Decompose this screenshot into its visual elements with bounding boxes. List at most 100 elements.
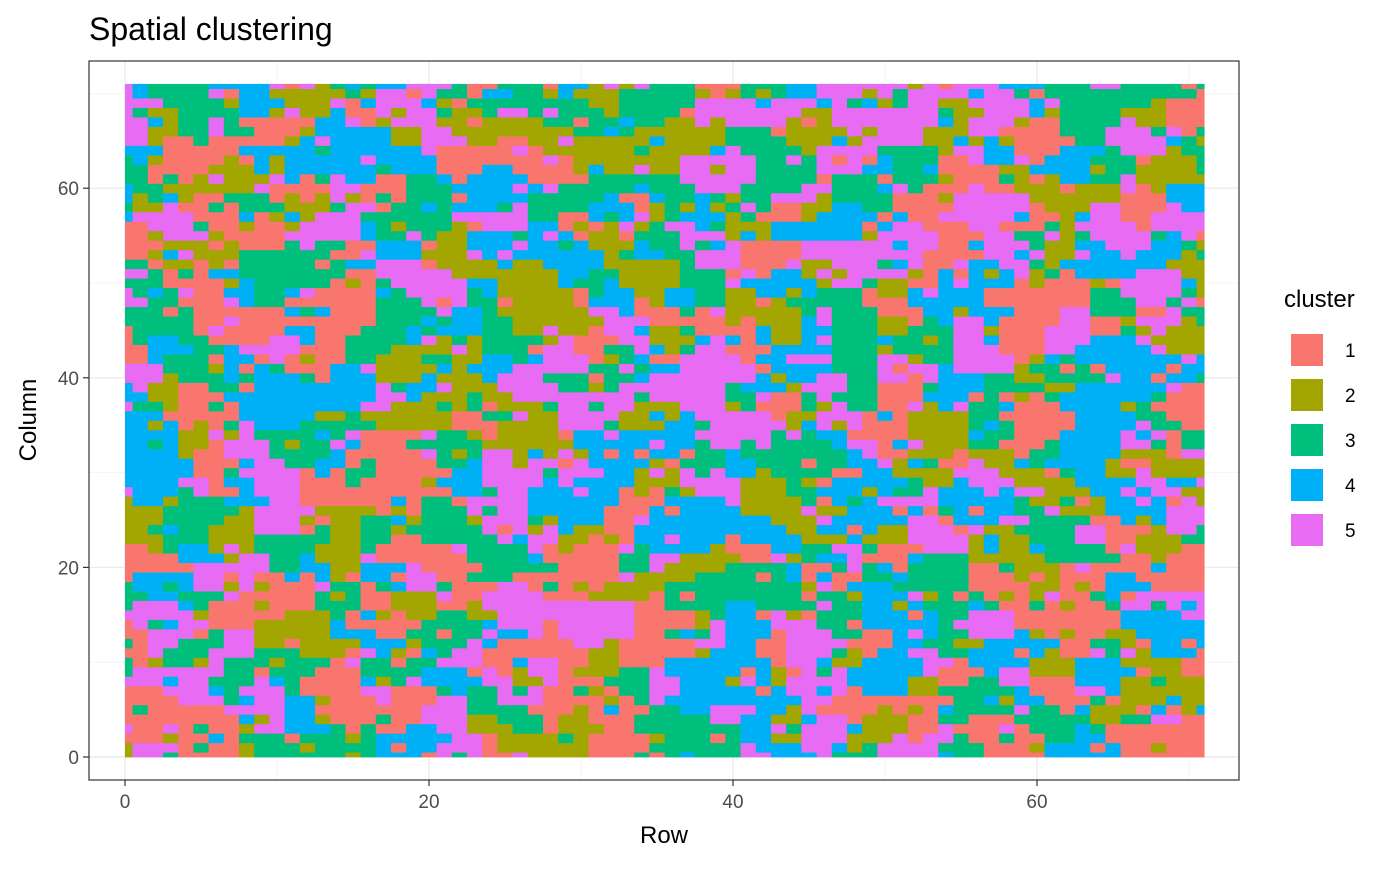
heatmap-tile (969, 155, 985, 165)
heatmap-tile (376, 146, 392, 156)
heatmap-tile (817, 582, 833, 592)
heatmap-tile (178, 705, 194, 715)
heatmap-tile (391, 601, 407, 611)
heatmap-tile (558, 84, 574, 89)
heatmap-tile (148, 212, 164, 222)
heatmap-tile (558, 629, 574, 639)
heatmap-tile (437, 364, 453, 374)
heatmap-tile (1075, 402, 1091, 412)
heatmap-tile (1014, 676, 1030, 686)
heatmap-tile (558, 136, 574, 146)
heatmap-tile (193, 84, 209, 89)
heatmap-tile (482, 705, 498, 715)
heatmap-tile (254, 402, 270, 412)
heatmap-tile (482, 335, 498, 345)
heatmap-tile (862, 84, 878, 89)
heatmap-tile (345, 231, 361, 241)
heatmap-tile (877, 544, 893, 554)
heatmap-tile (239, 402, 255, 412)
heatmap-tile (741, 468, 757, 478)
heatmap-tile (1060, 354, 1076, 364)
heatmap-tile (528, 89, 544, 99)
heatmap-tile (391, 108, 407, 118)
heatmap-tile (573, 534, 589, 544)
heatmap-tile (558, 676, 574, 686)
heatmap-tile (528, 288, 544, 298)
heatmap-tile (543, 676, 559, 686)
heatmap-tile (315, 193, 331, 203)
heatmap-tile (923, 316, 939, 326)
heatmap-tile (125, 354, 133, 364)
heatmap-tile (893, 420, 909, 430)
heatmap-tile (573, 582, 589, 592)
heatmap-tile (193, 174, 209, 184)
heatmap-tile (193, 335, 209, 345)
heatmap-tile (163, 127, 179, 137)
heatmap-tile (345, 676, 361, 686)
heatmap-tile (1166, 686, 1182, 696)
heatmap-tile (893, 364, 909, 374)
heatmap-tile (801, 108, 817, 118)
heatmap-tile (786, 98, 802, 108)
heatmap-tile (269, 174, 285, 184)
heatmap-tile (452, 506, 468, 516)
heatmap-tile (665, 212, 681, 222)
heatmap-tile (391, 202, 407, 212)
heatmap-tile (953, 657, 969, 667)
heatmap-tile (771, 743, 787, 753)
heatmap-tile (528, 705, 544, 715)
heatmap-tile (330, 326, 346, 336)
heatmap-tile (361, 221, 377, 231)
heatmap-tile (589, 610, 605, 620)
heatmap-tile (254, 458, 270, 468)
heatmap-tile (513, 544, 529, 554)
heatmap-tile (832, 326, 848, 336)
heatmap-tile (619, 515, 635, 525)
heatmap-tile (361, 572, 377, 582)
heatmap-tile (771, 724, 787, 734)
heatmap-tile (1075, 629, 1091, 639)
heatmap-tile (649, 534, 665, 544)
heatmap-tile (1136, 183, 1152, 193)
heatmap-tile (1075, 582, 1091, 592)
heatmap-tile (847, 695, 863, 705)
heatmap-tile (969, 335, 985, 345)
heatmap-tile (315, 430, 331, 440)
heatmap-tile (361, 136, 377, 146)
heatmap-tile (269, 487, 285, 497)
heatmap-tile (969, 534, 985, 544)
heatmap-tile (649, 572, 665, 582)
heatmap-tile (452, 458, 468, 468)
heatmap-tile (725, 743, 741, 753)
heatmap-tile (710, 667, 726, 677)
heatmap-tile (604, 84, 620, 89)
heatmap-tile (163, 278, 179, 288)
heatmap-tile (254, 534, 270, 544)
heatmap-tile (1090, 259, 1106, 269)
heatmap-tile (406, 411, 422, 421)
heatmap-tile (862, 458, 878, 468)
heatmap-tile (178, 553, 194, 563)
heatmap-tile (376, 620, 392, 630)
heatmap-tile (452, 345, 468, 355)
heatmap-tile (634, 449, 650, 459)
heatmap-tile (573, 714, 589, 724)
heatmap-tile (1151, 84, 1167, 89)
heatmap-tile (589, 477, 605, 487)
heatmap-tile (1075, 193, 1091, 203)
heatmap-tile (497, 582, 513, 592)
heatmap-tile (558, 458, 574, 468)
heatmap-tile (330, 582, 346, 592)
heatmap-tile (345, 259, 361, 269)
heatmap-tile (801, 553, 817, 563)
heatmap-tile (817, 506, 833, 516)
heatmap-tile (254, 155, 270, 165)
heatmap-tile (239, 544, 255, 554)
heatmap-tile (953, 193, 969, 203)
heatmap-tile (558, 165, 574, 175)
heatmap-tile (148, 544, 164, 554)
heatmap-tile (573, 525, 589, 535)
heatmap-tile (984, 231, 1000, 241)
heatmap-tile (437, 231, 453, 241)
heatmap-tile (285, 402, 301, 412)
